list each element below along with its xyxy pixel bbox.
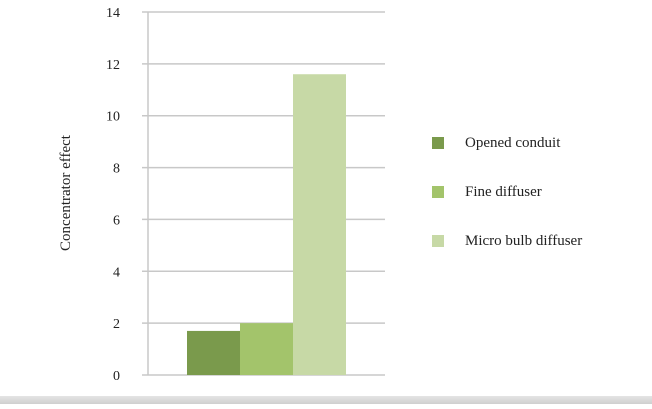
y-axis: 0 2 4 6 8 10 12 14 bbox=[106, 6, 149, 384]
bottom-border bbox=[0, 396, 652, 404]
y-tick-label: 14 bbox=[106, 6, 120, 21]
bar-micro-bulb-diffuser bbox=[293, 74, 346, 375]
y-tick-label: 6 bbox=[113, 213, 120, 228]
legend-swatch bbox=[432, 137, 444, 149]
y-tick-label: 4 bbox=[113, 265, 120, 280]
y-tick-label: 2 bbox=[113, 317, 120, 332]
gridlines bbox=[142, 11, 385, 376]
legend: Opened conduit Fine diffuser Micro bulb di… bbox=[432, 135, 582, 249]
bar-fine-diffuser bbox=[240, 323, 293, 375]
legend-label: Fine diffuser bbox=[465, 184, 542, 200]
y-tick-label: 8 bbox=[113, 162, 120, 177]
legend-swatch bbox=[432, 186, 444, 198]
legend-swatch bbox=[432, 235, 444, 247]
bar-opened-conduit bbox=[187, 330, 240, 375]
y-axis-label: Concentrator effect bbox=[58, 134, 74, 251]
y-tick-label: 12 bbox=[106, 58, 120, 73]
legend-label: Opened conduit bbox=[465, 135, 561, 151]
bars bbox=[187, 74, 346, 375]
y-tick-label: 10 bbox=[106, 110, 120, 125]
legend-label: Micro bulb diffuser bbox=[465, 233, 582, 249]
y-tick-label: 0 bbox=[113, 369, 120, 384]
